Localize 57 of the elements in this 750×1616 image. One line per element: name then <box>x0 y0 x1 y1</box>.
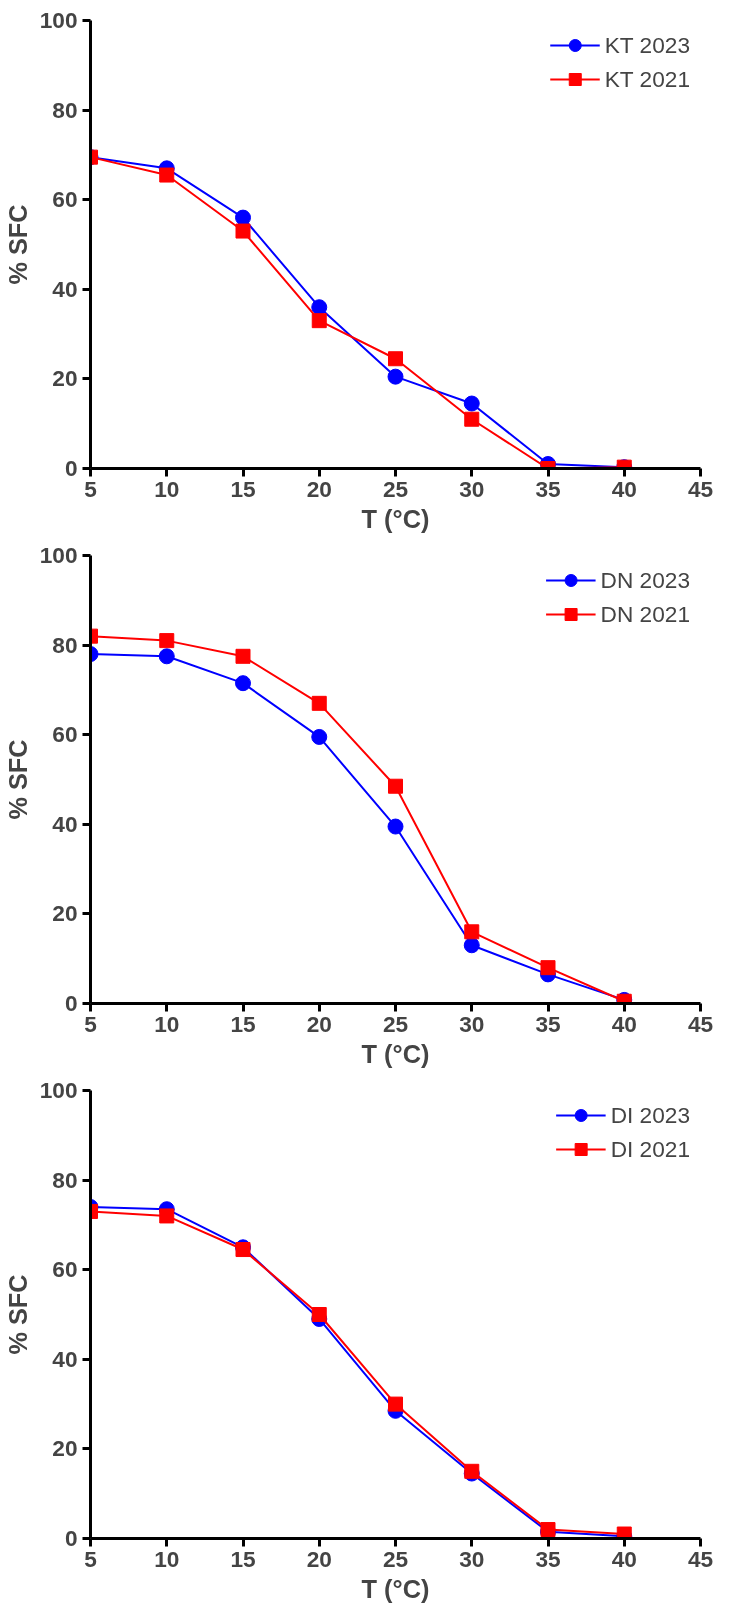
x-tick-label: 10 <box>154 1545 180 1572</box>
x-tick-label: 20 <box>306 1010 332 1037</box>
x-tick-label: 40 <box>611 475 637 502</box>
y-tick-label: 100 <box>39 7 78 33</box>
x-tick-label: 5 <box>84 1010 97 1037</box>
x-tick-label: 5 <box>84 1545 97 1572</box>
y-tick-label: 60 <box>52 186 78 213</box>
y-axis-title: % SFC <box>3 739 32 820</box>
y-tick-label: 60 <box>52 721 78 748</box>
x-tick-label: 30 <box>459 1010 485 1037</box>
legend-label: KT 2021 <box>604 65 690 93</box>
x-axis-title: T (°C) <box>361 504 430 533</box>
y-tick-label: 0 <box>64 455 78 481</box>
x-tick-label: 30 <box>459 475 485 502</box>
y-tick-label: 20 <box>52 900 78 927</box>
x-tick-label: 40 <box>611 1010 637 1037</box>
legend-label: DI 2023 <box>610 1101 690 1129</box>
legend-label: DI 2021 <box>610 1135 690 1163</box>
y-tick-label: 60 <box>52 1256 78 1283</box>
y-tick-label: 20 <box>52 365 78 392</box>
y-tick-label: 40 <box>52 810 78 837</box>
x-tick-label: 25 <box>382 1010 409 1037</box>
x-tick-label: 10 <box>154 475 180 502</box>
x-tick-label: 15 <box>230 1545 256 1572</box>
x-tick-label: 15 <box>230 1010 256 1037</box>
y-tick-label: 100 <box>39 542 78 568</box>
x-tick-label: 45 <box>687 475 714 502</box>
y-tick-label: 20 <box>52 1435 78 1462</box>
legend-label: DN 2021 <box>600 600 690 628</box>
x-tick-label: 40 <box>611 1545 637 1572</box>
x-tick-label: 45 <box>687 1010 714 1037</box>
x-tick-label: 20 <box>306 475 332 502</box>
x-axis-title: T (°C) <box>361 1574 430 1603</box>
legend-label: KT 2023 <box>604 31 690 59</box>
y-tick-label: 80 <box>52 631 78 658</box>
x-tick-label: 25 <box>382 1545 409 1572</box>
y-axis-title: % SFC <box>3 204 32 285</box>
y-tick-label: 0 <box>64 990 78 1016</box>
y-tick-label: 40 <box>52 1345 78 1372</box>
y-tick-label: 40 <box>52 275 78 302</box>
x-tick-label: 25 <box>382 475 409 502</box>
x-tick-label: 20 <box>306 1545 332 1572</box>
x-tick-label: 5 <box>84 475 97 502</box>
x-tick-label: 10 <box>154 1010 180 1037</box>
x-tick-label: 30 <box>459 1545 485 1572</box>
y-axis-title: % SFC <box>3 1274 32 1355</box>
x-tick-label: 35 <box>535 1545 561 1572</box>
legend-label: DN 2023 <box>600 566 690 594</box>
x-tick-label: 35 <box>535 1010 561 1037</box>
x-tick-label: 45 <box>687 1545 714 1572</box>
y-tick-label: 80 <box>52 1166 78 1193</box>
x-tick-label: 15 <box>230 475 256 502</box>
y-tick-label: 100 <box>39 1077 78 1103</box>
x-tick-label: 35 <box>535 475 561 502</box>
x-axis-title: T (°C) <box>361 1039 430 1068</box>
y-tick-label: 80 <box>52 96 78 123</box>
y-tick-label: 0 <box>64 1525 78 1551</box>
